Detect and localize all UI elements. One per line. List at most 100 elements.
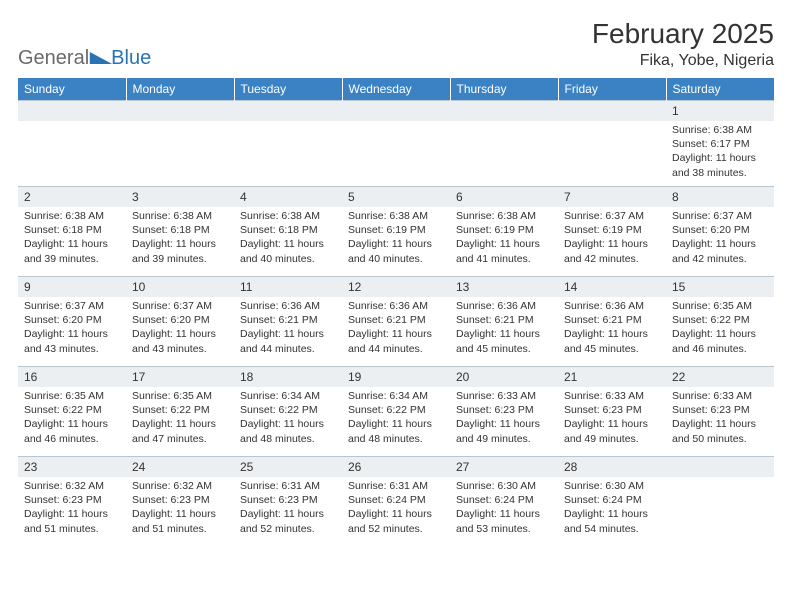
- day-number: 18: [234, 367, 342, 387]
- calendar-cell: 1Sunrise: 6:38 AMSunset: 6:17 PMDaylight…: [666, 101, 774, 187]
- day-details: Sunrise: 6:30 AMSunset: 6:24 PMDaylight:…: [558, 477, 666, 540]
- day-number: 5: [342, 187, 450, 207]
- calendar-cell: 5Sunrise: 6:38 AMSunset: 6:19 PMDaylight…: [342, 187, 450, 277]
- day-details: Sunrise: 6:33 AMSunset: 6:23 PMDaylight:…: [666, 387, 774, 450]
- day-number: 3: [126, 187, 234, 207]
- calendar-cell: [126, 101, 234, 187]
- calendar-cell: 9Sunrise: 6:37 AMSunset: 6:20 PMDaylight…: [18, 277, 126, 367]
- weekday-header: Tuesday: [234, 78, 342, 101]
- calendar-cell: [450, 101, 558, 187]
- day-number: 16: [18, 367, 126, 387]
- calendar-cell: 15Sunrise: 6:35 AMSunset: 6:22 PMDayligh…: [666, 277, 774, 367]
- day-number: 15: [666, 277, 774, 297]
- day-number: 28: [558, 457, 666, 477]
- day-number: 9: [18, 277, 126, 297]
- day-number: 8: [666, 187, 774, 207]
- day-details: Sunrise: 6:37 AMSunset: 6:20 PMDaylight:…: [666, 207, 774, 270]
- day-details: Sunrise: 6:32 AMSunset: 6:23 PMDaylight:…: [126, 477, 234, 540]
- calendar-cell: 26Sunrise: 6:31 AMSunset: 6:24 PMDayligh…: [342, 457, 450, 547]
- calendar-cell: 25Sunrise: 6:31 AMSunset: 6:23 PMDayligh…: [234, 457, 342, 547]
- day-number: 6: [450, 187, 558, 207]
- day-number-empty: [342, 101, 450, 121]
- calendar-row: 23Sunrise: 6:32 AMSunset: 6:23 PMDayligh…: [18, 457, 774, 547]
- day-number: 27: [450, 457, 558, 477]
- weekday-header: Sunday: [18, 78, 126, 101]
- brand-part2: Blue: [111, 47, 151, 70]
- calendar-cell: 22Sunrise: 6:33 AMSunset: 6:23 PMDayligh…: [666, 367, 774, 457]
- calendar-table: SundayMondayTuesdayWednesdayThursdayFrid…: [18, 78, 774, 547]
- day-details: Sunrise: 6:35 AMSunset: 6:22 PMDaylight:…: [18, 387, 126, 450]
- calendar-cell: 24Sunrise: 6:32 AMSunset: 6:23 PMDayligh…: [126, 457, 234, 547]
- calendar-cell: 23Sunrise: 6:32 AMSunset: 6:23 PMDayligh…: [18, 457, 126, 547]
- calendar-cell: 19Sunrise: 6:34 AMSunset: 6:22 PMDayligh…: [342, 367, 450, 457]
- day-details: Sunrise: 6:34 AMSunset: 6:22 PMDaylight:…: [234, 387, 342, 450]
- brand-logo: General Blue: [18, 47, 151, 70]
- day-details: Sunrise: 6:36 AMSunset: 6:21 PMDaylight:…: [450, 297, 558, 360]
- day-details: Sunrise: 6:36 AMSunset: 6:21 PMDaylight:…: [342, 297, 450, 360]
- weekday-header-row: SundayMondayTuesdayWednesdayThursdayFrid…: [18, 78, 774, 101]
- weekday-header: Thursday: [450, 78, 558, 101]
- day-number: 4: [234, 187, 342, 207]
- calendar-cell: [666, 457, 774, 547]
- calendar-cell: 16Sunrise: 6:35 AMSunset: 6:22 PMDayligh…: [18, 367, 126, 457]
- day-details: Sunrise: 6:35 AMSunset: 6:22 PMDaylight:…: [126, 387, 234, 450]
- day-number: 17: [126, 367, 234, 387]
- page-header: General Blue February 2025 Fika, Yobe, N…: [18, 18, 774, 70]
- title-block: February 2025 Fika, Yobe, Nigeria: [592, 18, 774, 70]
- day-details: Sunrise: 6:37 AMSunset: 6:20 PMDaylight:…: [18, 297, 126, 360]
- calendar-cell: 13Sunrise: 6:36 AMSunset: 6:21 PMDayligh…: [450, 277, 558, 367]
- calendar-cell: 10Sunrise: 6:37 AMSunset: 6:20 PMDayligh…: [126, 277, 234, 367]
- day-number: 22: [666, 367, 774, 387]
- calendar-cell: 27Sunrise: 6:30 AMSunset: 6:24 PMDayligh…: [450, 457, 558, 547]
- calendar-cell: [342, 101, 450, 187]
- day-number: 7: [558, 187, 666, 207]
- day-number: 24: [126, 457, 234, 477]
- day-details: Sunrise: 6:35 AMSunset: 6:22 PMDaylight:…: [666, 297, 774, 360]
- day-number: 20: [450, 367, 558, 387]
- calendar-cell: 21Sunrise: 6:33 AMSunset: 6:23 PMDayligh…: [558, 367, 666, 457]
- day-number: 11: [234, 277, 342, 297]
- day-details: Sunrise: 6:36 AMSunset: 6:21 PMDaylight:…: [234, 297, 342, 360]
- calendar-body: 1Sunrise: 6:38 AMSunset: 6:17 PMDaylight…: [18, 101, 774, 547]
- day-number-empty: [558, 101, 666, 121]
- calendar-cell: 4Sunrise: 6:38 AMSunset: 6:18 PMDaylight…: [234, 187, 342, 277]
- day-number: 21: [558, 367, 666, 387]
- day-details: Sunrise: 6:31 AMSunset: 6:23 PMDaylight:…: [234, 477, 342, 540]
- day-number: 12: [342, 277, 450, 297]
- location-text: Fika, Yobe, Nigeria: [592, 52, 774, 70]
- day-number: 10: [126, 277, 234, 297]
- day-number: 19: [342, 367, 450, 387]
- day-details: Sunrise: 6:37 AMSunset: 6:20 PMDaylight:…: [126, 297, 234, 360]
- calendar-cell: 18Sunrise: 6:34 AMSunset: 6:22 PMDayligh…: [234, 367, 342, 457]
- day-number-empty: [126, 101, 234, 121]
- day-details: Sunrise: 6:33 AMSunset: 6:23 PMDaylight:…: [558, 387, 666, 450]
- day-details: Sunrise: 6:33 AMSunset: 6:23 PMDaylight:…: [450, 387, 558, 450]
- month-title: February 2025: [592, 18, 774, 50]
- day-details: Sunrise: 6:30 AMSunset: 6:24 PMDaylight:…: [450, 477, 558, 540]
- brand-triangle-icon: [90, 52, 112, 64]
- day-number-empty: [234, 101, 342, 121]
- day-details: Sunrise: 6:38 AMSunset: 6:17 PMDaylight:…: [666, 121, 774, 184]
- day-details: Sunrise: 6:38 AMSunset: 6:18 PMDaylight:…: [18, 207, 126, 270]
- weekday-header: Wednesday: [342, 78, 450, 101]
- day-details: Sunrise: 6:38 AMSunset: 6:18 PMDaylight:…: [234, 207, 342, 270]
- calendar-cell: 11Sunrise: 6:36 AMSunset: 6:21 PMDayligh…: [234, 277, 342, 367]
- day-number-empty: [18, 101, 126, 121]
- day-number: 25: [234, 457, 342, 477]
- calendar-row: 2Sunrise: 6:38 AMSunset: 6:18 PMDaylight…: [18, 187, 774, 277]
- calendar-cell: 8Sunrise: 6:37 AMSunset: 6:20 PMDaylight…: [666, 187, 774, 277]
- day-number: 2: [18, 187, 126, 207]
- calendar-row: 1Sunrise: 6:38 AMSunset: 6:17 PMDaylight…: [18, 101, 774, 187]
- calendar-cell: 3Sunrise: 6:38 AMSunset: 6:18 PMDaylight…: [126, 187, 234, 277]
- day-number-empty: [666, 457, 774, 477]
- day-details: Sunrise: 6:38 AMSunset: 6:19 PMDaylight:…: [342, 207, 450, 270]
- weekday-header: Friday: [558, 78, 666, 101]
- calendar-cell: 17Sunrise: 6:35 AMSunset: 6:22 PMDayligh…: [126, 367, 234, 457]
- calendar-cell: [234, 101, 342, 187]
- calendar-cell: [18, 101, 126, 187]
- weekday-header: Saturday: [666, 78, 774, 101]
- calendar-row: 16Sunrise: 6:35 AMSunset: 6:22 PMDayligh…: [18, 367, 774, 457]
- day-number: 23: [18, 457, 126, 477]
- calendar-cell: 7Sunrise: 6:37 AMSunset: 6:19 PMDaylight…: [558, 187, 666, 277]
- day-details: Sunrise: 6:37 AMSunset: 6:19 PMDaylight:…: [558, 207, 666, 270]
